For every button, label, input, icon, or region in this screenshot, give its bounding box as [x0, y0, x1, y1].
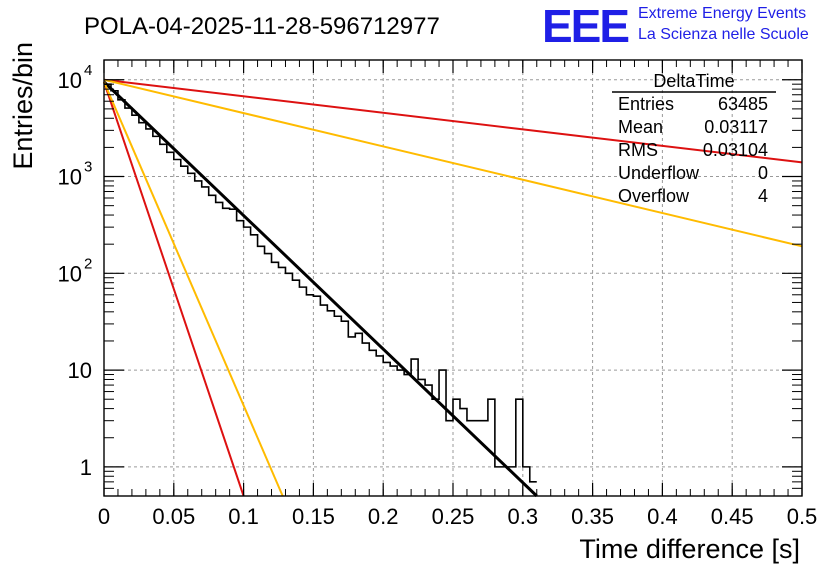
stats-underflow-label: Underflow — [618, 163, 700, 183]
stats-rms-label: RMS — [618, 140, 658, 160]
x-tick-label: 0.5 — [787, 504, 818, 529]
x-tick-label: 0.35 — [571, 504, 614, 529]
histogram-series — [104, 83, 537, 483]
stats-mean-value: 0.03117 — [704, 117, 768, 137]
fit-line-red-flat — [103, 78, 803, 164]
chart-title: POLA-04-2025-11-28-596712977 — [84, 13, 440, 40]
stats-entries-value: 63485 — [718, 94, 768, 114]
x-tick-label: 0.1 — [228, 504, 259, 529]
stats-title: DeltaTime — [653, 71, 734, 91]
y-tick-label: 10 — [68, 358, 92, 383]
fit-line-red-steep — [103, 81, 245, 497]
grid — [104, 60, 802, 496]
logo-mark: EEE — [542, 0, 628, 52]
x-axis-label: Time difference [s] — [579, 534, 800, 564]
fit-line-fit — [102, 80, 538, 498]
fit-lines — [102, 78, 803, 498]
y-tick-exponent: 2 — [84, 255, 92, 272]
stats-mean-label: Mean — [618, 117, 663, 137]
stats-rms-value: 0.03104 — [703, 140, 768, 160]
x-tick-label: 0.4 — [647, 504, 678, 529]
y-axis-label: Entries/bin — [8, 42, 38, 170]
logo-line2: La Scienza nelle Scuole — [638, 26, 809, 43]
y-tick-label: 10 — [58, 165, 82, 190]
y-tick-exponent: 4 — [84, 62, 92, 79]
x-tick-label: 0 — [98, 504, 110, 529]
stats-box: DeltaTime Entries 63485 Mean 0.03117 RMS… — [612, 71, 776, 206]
x-tick-label: 0.3 — [508, 504, 539, 529]
fit-line-yellow-steep — [103, 81, 284, 497]
y-tick-label: 10 — [58, 68, 82, 93]
logo: EEE Extreme Energy Events La Scienza nel… — [542, 0, 809, 52]
axis-ticks — [103, 60, 803, 497]
x-tick-label: 0.05 — [152, 504, 195, 529]
x-tick-label: 0.45 — [711, 504, 754, 529]
stats-entries-label: Entries — [618, 94, 674, 114]
y-tick-exponent: 3 — [84, 159, 92, 176]
stats-overflow-label: Overflow — [618, 186, 690, 206]
x-tick-label: 0.2 — [368, 504, 399, 529]
x-tick-label: 0.15 — [292, 504, 335, 529]
stats-underflow-value: 0 — [758, 163, 768, 183]
plot-area — [102, 59, 803, 498]
x-tick-labels: 0 0.05 0.1 0.15 0.2 0.25 0.3 0.35 0.4 0.45 0.5 — [98, 504, 817, 529]
fit-line-yellow-flat — [103, 78, 803, 248]
logo-line1: Extreme Energy Events — [638, 5, 806, 22]
stats-overflow-value: 4 — [758, 186, 768, 206]
x-tick-label: 0.25 — [432, 504, 475, 529]
y-tick-label: 1 — [80, 455, 92, 480]
y-tick-label: 10 — [58, 261, 82, 286]
